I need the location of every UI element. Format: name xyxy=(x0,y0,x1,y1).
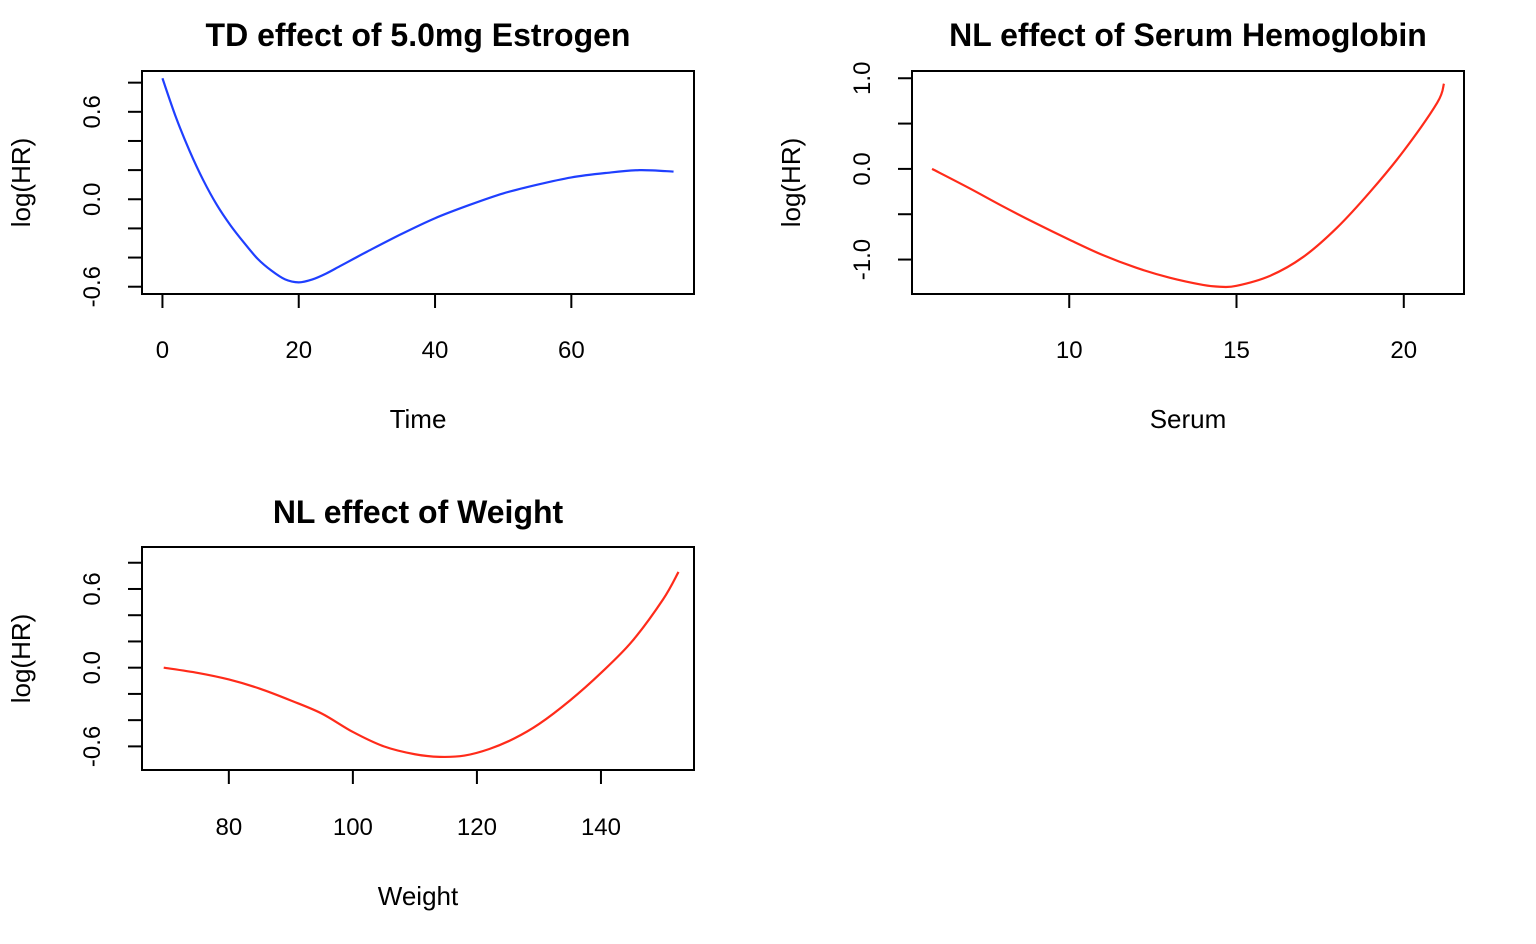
chart-title: NL effect of Serum Hemoglobin xyxy=(949,17,1427,53)
x-tick-label: 140 xyxy=(581,814,621,841)
x-tick-label: 60 xyxy=(558,337,585,364)
y-axis-label: log(HR) xyxy=(6,614,36,704)
x-tick-label: 10 xyxy=(1056,337,1083,364)
x-tick-label: 0 xyxy=(156,337,169,364)
y-axis-label: log(HR) xyxy=(776,138,806,228)
y-tick-label: -0.6 xyxy=(79,726,106,767)
x-tick-label: 120 xyxy=(457,814,497,841)
plot-panel-3: NL effect of Weight 80 100 120 140 -0.6 0.0 0.6… xyxy=(6,494,695,911)
y-tick-label: 0.6 xyxy=(79,95,106,128)
plot-frame xyxy=(141,546,695,771)
y-tick-label: 1.0 xyxy=(849,62,876,95)
x-tick-label: 100 xyxy=(333,814,373,841)
series-line xyxy=(161,77,674,284)
series-line xyxy=(931,83,1445,289)
series-line xyxy=(163,571,680,759)
y-tick-label: -1.0 xyxy=(849,239,876,280)
x-tick-label: 40 xyxy=(422,337,449,364)
x-axis-label: Weight xyxy=(378,881,459,911)
chart-title: TD effect of 5.0mg Estrogen xyxy=(206,17,631,53)
y-tick-label: 0.6 xyxy=(79,572,106,605)
chart-title: NL effect of Weight xyxy=(273,494,564,530)
plot-frame xyxy=(911,70,1465,295)
plot-frame xyxy=(141,70,695,295)
y-tick-label: 0.0 xyxy=(79,651,106,684)
x-axis-label: Serum xyxy=(1150,404,1227,434)
x-axis-label: Time xyxy=(390,404,447,434)
plot-panel-2: NL effect of Serum Hemoglobin 10 15 20 -1.0 0… xyxy=(776,17,1465,434)
x-tick-label: 20 xyxy=(1390,337,1417,364)
y-axis-label: log(HR) xyxy=(6,138,36,228)
y-tick-label: 0.0 xyxy=(849,152,876,185)
x-tick-label: 15 xyxy=(1223,337,1250,364)
plot-panel-1: TD effect of 5.0mg Estrogen 0 20 40 60 -0.6 0.… xyxy=(6,17,695,434)
x-tick-label: 20 xyxy=(285,337,312,364)
x-tick-label: 80 xyxy=(215,814,242,841)
y-tick-label: 0.0 xyxy=(79,183,106,216)
y-tick-label: -0.6 xyxy=(79,266,106,307)
